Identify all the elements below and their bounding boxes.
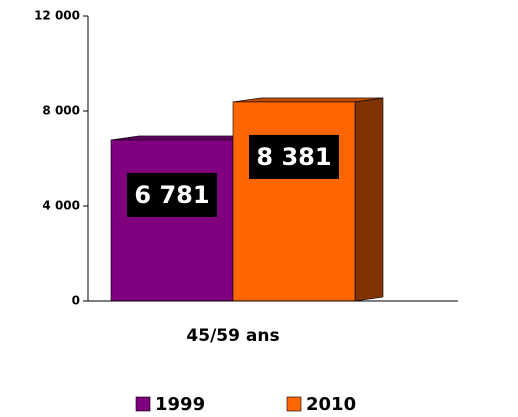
bar-top: [232, 97, 384, 103]
bar: [110, 139, 234, 302]
value-label-box: [127, 172, 217, 217]
legend-label: 2010: [306, 394, 356, 415]
y-tick-label: 4 000: [42, 199, 80, 213]
value-label: 6 781: [134, 181, 209, 209]
x-tick-label: 45/59 ans: [186, 326, 279, 346]
value-label-box: [249, 134, 339, 179]
legend-label: 1999: [155, 394, 205, 415]
bar: [232, 101, 356, 302]
value-label: 8 381: [256, 143, 331, 171]
legend-swatch: [135, 396, 151, 412]
y-tick-label: 0: [72, 294, 80, 308]
bar-side: [354, 97, 384, 302]
legend-swatch: [286, 396, 302, 412]
y-tick-label: 12 000: [34, 9, 80, 23]
y-tick-label: 8 000: [42, 104, 80, 118]
